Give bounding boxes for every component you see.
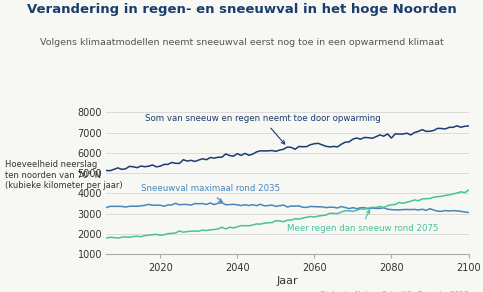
Text: Verandering in regen- en sneeuwval in het hoge Noorden: Verandering in regen- en sneeuwval in he… — [27, 3, 456, 16]
Text: Volgens klimaatmodellen neemt sneeuwval eerst nog toe in een opwarmend klimaat: Volgens klimaatmodellen neemt sneeuwval … — [40, 38, 443, 47]
Text: Som van sneeuw en regen neemt toe door opwarming: Som van sneeuw en regen neemt toe door o… — [145, 114, 381, 144]
Text: Bintanja, Nature Scientific Reports, 2018: Bintanja, Nature Scientific Reports, 201… — [320, 291, 469, 292]
X-axis label: Jaar: Jaar — [277, 276, 298, 286]
Text: Meer regen dan sneeuw rond 2075: Meer regen dan sneeuw rond 2075 — [287, 211, 439, 233]
Text: Hoeveelheid neerslag
ten noorden van 70° N
(kubieke kilometer per jaar): Hoeveelheid neerslag ten noorden van 70°… — [5, 160, 123, 190]
Text: Sneeuwval maximaal rond 2035: Sneeuwval maximaal rond 2035 — [141, 184, 280, 202]
